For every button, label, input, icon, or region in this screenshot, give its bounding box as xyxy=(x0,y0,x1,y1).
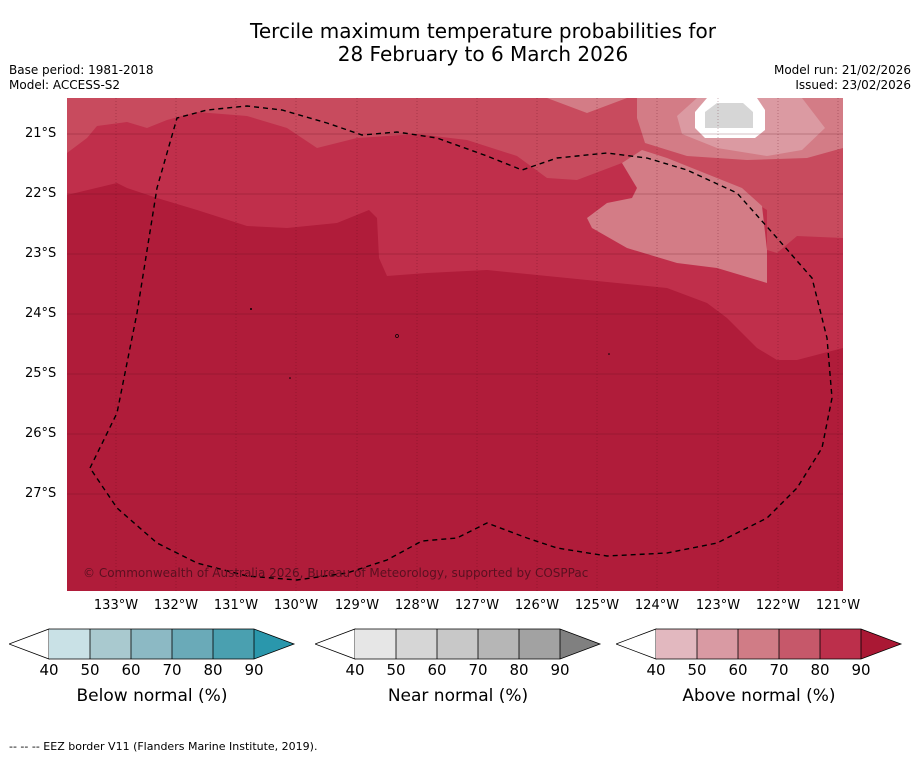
lat-label: 22°S xyxy=(25,186,57,201)
colorbar-below-bin xyxy=(172,629,213,659)
eez-border xyxy=(89,105,833,581)
colorbar-below-tick: 70 xyxy=(162,661,182,679)
lon-label: 127°W xyxy=(454,598,500,613)
lat-label: 21°S xyxy=(25,126,57,141)
colorbar-near-tick: 60 xyxy=(427,661,447,679)
colorbar-near-bin xyxy=(396,629,437,659)
eez-legend-note: -- -- -- EEZ border V11 (Flanders Marine… xyxy=(9,740,318,753)
colorbar-below-bin xyxy=(90,629,131,659)
colorbar-above-tick: 90 xyxy=(851,661,871,679)
lat-label: 26°S xyxy=(25,426,57,441)
island-marker xyxy=(250,308,252,310)
colorbar-above-tick: 70 xyxy=(769,661,789,679)
colorbar-near-bin xyxy=(437,629,478,659)
model-name: Model: ACCESS-S2 xyxy=(9,78,121,92)
colorbar-near xyxy=(315,628,602,660)
lon-label: 124°W xyxy=(634,598,680,613)
colorbar-above-bin xyxy=(697,629,738,659)
colorbar-above-max-arrow xyxy=(861,629,901,659)
grid-lines xyxy=(67,98,843,591)
lon-label: 126°W xyxy=(514,598,560,613)
lon-label: 122°W xyxy=(755,598,801,613)
colorbar-below-max-arrow xyxy=(254,629,294,659)
colorbar-below-bin xyxy=(213,629,254,659)
colorbar-above-tick: 60 xyxy=(728,661,748,679)
colorbar-below-tick: 60 xyxy=(121,661,141,679)
lon-label: 125°W xyxy=(574,598,620,613)
colorbar-near-tick: 40 xyxy=(345,661,365,679)
colorbar-above-bin xyxy=(779,629,820,659)
colorbar-above-tick: 80 xyxy=(810,661,830,679)
colorbar-near-bin xyxy=(519,629,560,659)
colorbar-near-max-arrow xyxy=(560,629,600,659)
colorbar-near-outline xyxy=(355,628,602,660)
issued-date: Issued: 23/02/2026 xyxy=(795,78,911,92)
colorbar-above-tick: 40 xyxy=(646,661,666,679)
model-run: Model run: 21/02/2026 xyxy=(773,63,911,77)
map-title-line2: 28 February to 6 March 2026 xyxy=(337,42,629,66)
colorbar-below-tick: 40 xyxy=(39,661,59,679)
colorbar-near-tick: 70 xyxy=(468,661,488,679)
colorbar-above-title: Above normal (%) xyxy=(682,686,836,706)
colorbar-below-min-arrow xyxy=(9,628,50,660)
lon-label: 131°W xyxy=(213,598,259,613)
colorbar-near-tick: 80 xyxy=(509,661,529,679)
colorbar-near-bin xyxy=(355,629,396,659)
lat-label: 23°S xyxy=(25,246,57,261)
lat-label: 27°S xyxy=(25,486,57,501)
colorbar-near-bin xyxy=(478,629,519,659)
colorbar-above-bin xyxy=(656,629,697,659)
lon-label: 128°W xyxy=(394,598,440,613)
copyright-notice: © Commonwealth of Australia 2026, Bureau… xyxy=(83,566,588,580)
colorbar-above-min-arrow xyxy=(616,628,657,660)
island-marker xyxy=(395,334,399,338)
colorbar-near-tick: 50 xyxy=(386,661,406,679)
colorbar-below xyxy=(9,628,296,660)
colorbar-below-tick: 90 xyxy=(244,661,264,679)
probability-map: © Commonwealth of Australia 2026, Bureau… xyxy=(67,98,843,591)
lon-label: 121°W xyxy=(815,598,861,613)
colorbar-above-tick: 50 xyxy=(687,661,707,679)
zone-above-60 xyxy=(587,150,767,283)
lon-label: 123°W xyxy=(695,598,741,613)
lon-label: 133°W xyxy=(93,598,139,613)
colorbar-below-bin xyxy=(49,629,90,659)
colorbar-below-bin xyxy=(131,629,172,659)
island-marker xyxy=(289,377,291,379)
map-title-line1: Tercile maximum temperature probabilitie… xyxy=(250,19,716,43)
lon-label: 130°W xyxy=(273,598,319,613)
colorbar-below-title: Below normal (%) xyxy=(76,686,228,706)
lon-label: 132°W xyxy=(153,598,199,613)
colorbar-near-title: Near normal (%) xyxy=(387,686,529,706)
colorbar-above-bin xyxy=(738,629,779,659)
colorbar-near-tick: 90 xyxy=(550,661,570,679)
island-marker xyxy=(608,353,610,355)
colorbar-near-min-arrow xyxy=(315,628,356,660)
colorbar-below-outline xyxy=(49,628,296,660)
colorbar-below-tick: 50 xyxy=(80,661,100,679)
lat-label: 25°S xyxy=(25,366,57,381)
colorbar-above-bin xyxy=(820,629,861,659)
base-period: Base period: 1981-2018 xyxy=(9,63,154,77)
colorbar-above-outline xyxy=(656,628,903,660)
colorbar-above xyxy=(616,628,903,660)
lat-label: 24°S xyxy=(25,306,57,321)
zone-near-50 xyxy=(705,103,753,128)
colorbar-below-tick: 80 xyxy=(203,661,223,679)
lon-label: 129°W xyxy=(334,598,380,613)
